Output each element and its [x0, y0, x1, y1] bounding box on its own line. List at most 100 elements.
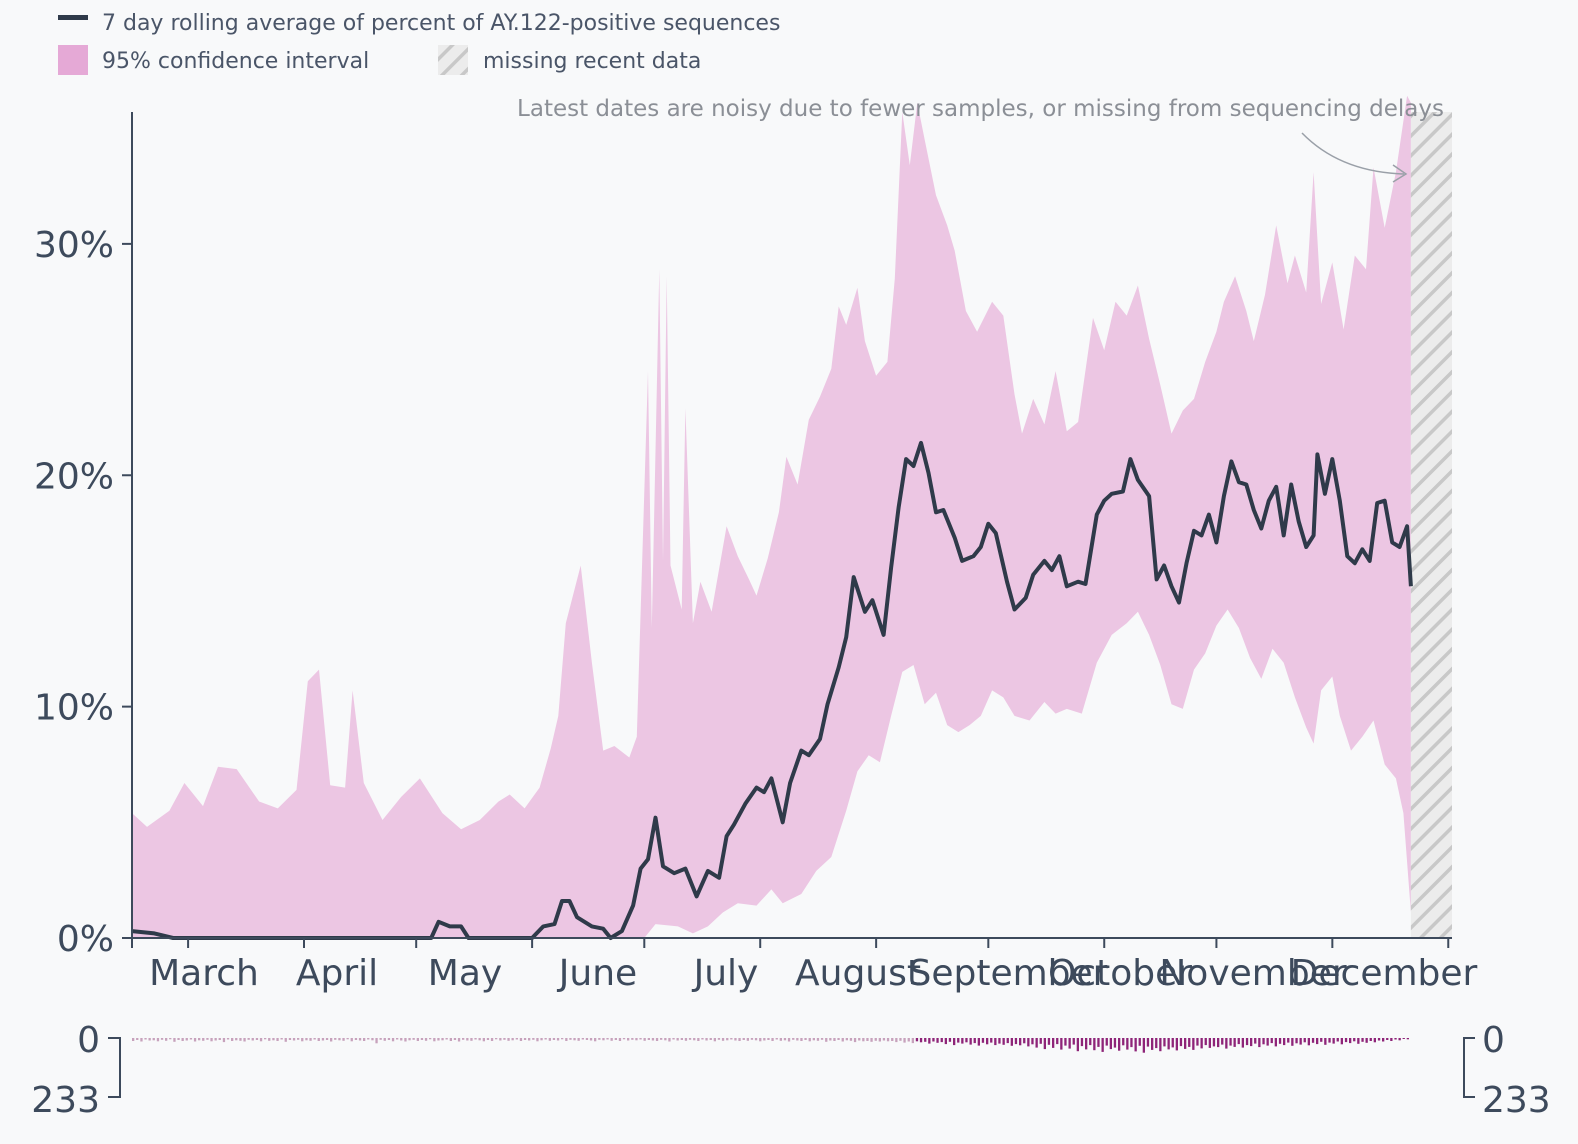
count-bar [1344, 1038, 1348, 1043]
count-bar [1208, 1038, 1211, 1048]
count-bar [862, 1038, 865, 1042]
count-bar [1266, 1038, 1269, 1046]
legend-missing-swatch [438, 45, 468, 75]
count-bar [1192, 1038, 1195, 1050]
count-bar [445, 1038, 448, 1040]
count-bar [1295, 1038, 1298, 1044]
count-bar [544, 1038, 547, 1040]
count-bar [391, 1038, 395, 1042]
x-month-label: May [428, 953, 502, 994]
count-bar [651, 1038, 655, 1041]
count-bar [437, 1038, 440, 1041]
count-bar [1039, 1038, 1042, 1044]
count-bar [1299, 1038, 1302, 1045]
count-bar [350, 1038, 353, 1042]
y-tick-label: 20% [34, 456, 114, 497]
count-bar [193, 1038, 197, 1042]
count-bar [684, 1038, 688, 1041]
count-bar [160, 1038, 164, 1040]
count-bar [1287, 1038, 1290, 1043]
count-bar [433, 1038, 436, 1042]
count-bar [288, 1038, 292, 1040]
x-month-label: June [557, 953, 637, 994]
count-bar [618, 1038, 622, 1041]
count-bar [874, 1038, 877, 1041]
count-bar [845, 1038, 848, 1041]
count-bar [1130, 1038, 1133, 1048]
count-bar [1052, 1038, 1055, 1048]
count-bar [1357, 1038, 1360, 1044]
count-bar [940, 1038, 943, 1043]
count-bar [676, 1038, 679, 1041]
legend-missing-label: missing recent data [483, 49, 701, 74]
count-bar [1122, 1038, 1125, 1046]
count-bar [301, 1038, 304, 1042]
x-month-label: August [795, 953, 921, 994]
count-bar [1316, 1038, 1319, 1045]
count-bar [965, 1038, 968, 1043]
count-bar [185, 1038, 188, 1041]
note-arrowhead [1392, 164, 1408, 183]
count-bar [903, 1038, 906, 1043]
count-bar [226, 1038, 230, 1040]
count-bar [1369, 1038, 1372, 1041]
count-bar [1212, 1038, 1216, 1047]
count-bar [441, 1038, 444, 1041]
count-bar [973, 1038, 976, 1044]
count-bar [759, 1038, 762, 1042]
count-bar [664, 1038, 667, 1041]
count-bar [1109, 1038, 1112, 1050]
count-bar [1179, 1038, 1183, 1047]
count-bar [231, 1038, 234, 1041]
count-bar [647, 1038, 650, 1040]
count-bar [268, 1038, 271, 1041]
count-bar [548, 1038, 551, 1041]
count-bar [1349, 1038, 1352, 1044]
count-bar [800, 1038, 803, 1041]
count-bar [808, 1038, 811, 1042]
legend-ci-swatch [58, 45, 88, 75]
count-bar [457, 1038, 461, 1042]
count-bar [255, 1038, 259, 1040]
count-bracket-right [1463, 1037, 1475, 1098]
count-bar [565, 1038, 568, 1041]
count-bar [412, 1038, 415, 1040]
x-month-label: October [1048, 953, 1192, 994]
count-bar [919, 1038, 923, 1043]
count-bar [668, 1038, 671, 1042]
count-bar [994, 1038, 997, 1046]
count-bar [556, 1038, 560, 1041]
count-bar [738, 1038, 741, 1041]
count-bar [259, 1038, 263, 1042]
count-bar [532, 1038, 535, 1040]
count-bar [1353, 1038, 1356, 1042]
count-bar [181, 1038, 184, 1041]
count-bar [878, 1038, 881, 1042]
count-bar [763, 1038, 766, 1041]
count-bar [466, 1038, 469, 1041]
count-bar [1258, 1038, 1261, 1048]
count-bar [519, 1038, 523, 1041]
count-bar [1291, 1038, 1294, 1046]
count-bar [1390, 1038, 1393, 1041]
count-bar [1262, 1038, 1265, 1045]
count-bar [1056, 1038, 1059, 1045]
count-bar [961, 1038, 964, 1044]
count-bar [1043, 1038, 1046, 1050]
count-bar [1014, 1038, 1018, 1045]
count-bar [523, 1038, 527, 1040]
recent-data-note: Latest dates are noisy due to fewer samp… [517, 96, 1444, 122]
count-bar [1171, 1038, 1174, 1048]
count-bar [957, 1038, 960, 1043]
count-bar [297, 1038, 300, 1040]
count-bar [1394, 1038, 1397, 1040]
count-bar [251, 1038, 254, 1041]
count-bar [354, 1038, 358, 1040]
count-bar [1113, 1038, 1117, 1048]
count-bar [214, 1038, 217, 1041]
axes: 0% 10% 20% 30% March April May June July AugustSe… [34, 112, 1478, 994]
count-bar [688, 1038, 692, 1040]
count-bar [672, 1038, 675, 1040]
count-bar [222, 1038, 226, 1043]
count-bar [490, 1038, 494, 1041]
